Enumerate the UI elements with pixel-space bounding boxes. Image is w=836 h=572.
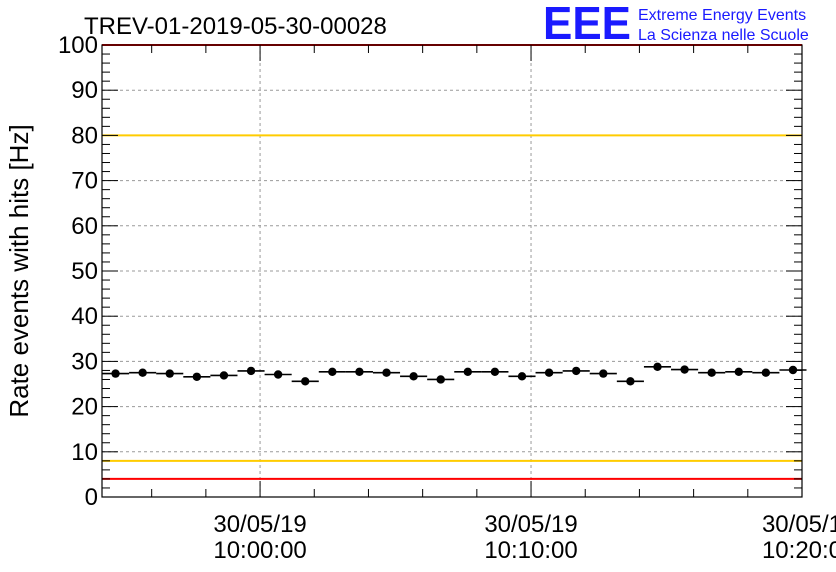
data-point — [680, 365, 689, 374]
data-point — [436, 375, 445, 384]
data-point — [490, 367, 500, 376]
y-tick-label: 30 — [71, 348, 98, 375]
data-point — [707, 368, 716, 377]
data-point — [571, 366, 581, 376]
y-tick-label: 90 — [71, 77, 98, 104]
data-point — [355, 367, 364, 376]
x-tick-label-time: 10:00:00 — [213, 537, 306, 564]
data-point — [246, 366, 256, 376]
data-point — [111, 369, 120, 378]
y-tick-label: 100 — [58, 32, 98, 59]
data-point — [409, 372, 418, 381]
y-axis-label: Rate events with hits [Hz] — [4, 124, 34, 417]
data-series — [102, 362, 807, 386]
axes: 010203040506070809010030/05/1910:00:0030… — [58, 32, 836, 564]
logo-line-1: Extreme Energy Events — [638, 7, 806, 24]
data-point — [328, 367, 337, 376]
y-tick-label: 20 — [71, 394, 98, 421]
y-tick-label: 70 — [71, 168, 98, 195]
data-point — [301, 377, 310, 386]
data-point — [653, 362, 662, 372]
data-point — [463, 367, 473, 376]
logo-line-2: La Scienza nelle Scuole — [638, 27, 809, 44]
data-point — [517, 372, 527, 381]
y-tick-label: 50 — [71, 258, 98, 285]
y-tick-label: 80 — [71, 122, 98, 149]
data-point — [192, 372, 202, 381]
grid — [102, 45, 802, 497]
y-tick-label: 10 — [71, 439, 98, 466]
data-point — [761, 368, 771, 377]
data-point — [788, 365, 798, 375]
data-point — [165, 369, 174, 378]
y-tick-label: 40 — [71, 303, 98, 330]
x-tick-label-date: 30/05/19 — [484, 511, 577, 538]
y-tick-label: 0 — [85, 484, 98, 511]
reference-lines — [102, 44, 802, 480]
x-tick-label-date: 30/05/19 — [213, 511, 306, 538]
x-tick-label-time: 10:10:00 — [484, 537, 577, 564]
chart-title: TREV-01-2019-05-30-00028 — [84, 13, 387, 40]
x-tick-label-time: 10:20:0 — [762, 537, 836, 564]
eee-logo-mark: EEE — [543, 0, 631, 49]
data-point — [273, 370, 283, 379]
data-point — [382, 368, 391, 377]
x-tick-label-date: 30/05/1 — [762, 511, 836, 538]
data-point — [138, 368, 147, 377]
data-point — [734, 367, 743, 376]
eee-logo: EEE Extreme Energy Events La Scienza nel… — [543, 0, 809, 49]
data-point — [219, 371, 229, 380]
data-point — [544, 368, 554, 377]
data-point — [626, 377, 635, 386]
y-tick-label: 60 — [71, 213, 98, 240]
data-point — [599, 369, 608, 378]
